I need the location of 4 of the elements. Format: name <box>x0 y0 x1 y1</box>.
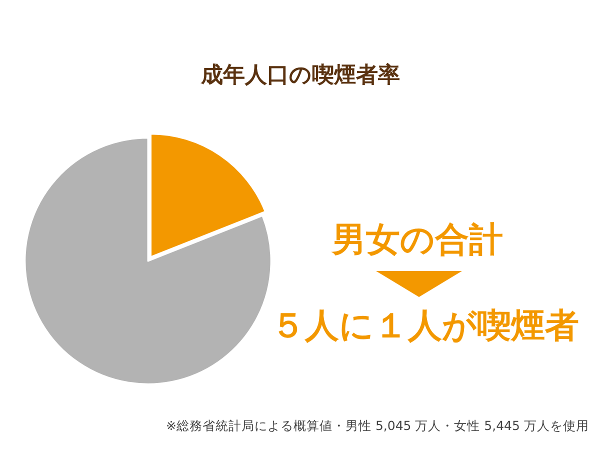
text: ※総務省統計局による概算値・男性 5,045 万人・女性 5,445 万人を使用 <box>166 418 589 433</box>
text: ５人に１人が喫煙者 <box>271 306 579 346</box>
chart-title: 成年人口の喫煙者率 <box>200 62 400 88</box>
text: 男女の合計 <box>331 220 503 260</box>
